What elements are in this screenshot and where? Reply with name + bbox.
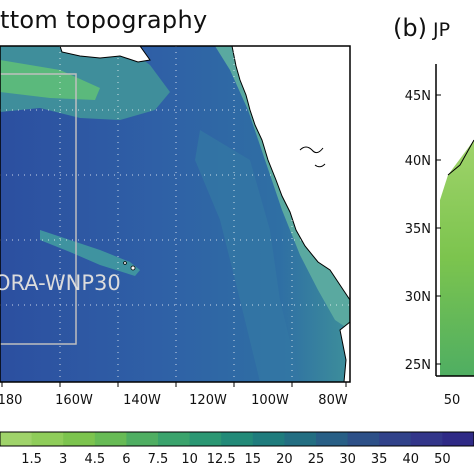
panel-a-title: ttom topography [0, 6, 208, 34]
colorbar-swatch [94, 432, 127, 446]
x-tick-label: 140W [123, 393, 161, 408]
graticule [0, 46, 350, 382]
colorbar-label: 12.5 [206, 452, 236, 467]
colorbar-swatch [316, 432, 349, 446]
y-tick-label: 35N [405, 222, 431, 237]
colorbar-swatch [379, 432, 412, 446]
colorbar-label: 1.5 [21, 452, 42, 467]
colorbar-swatch [158, 432, 191, 446]
colorbar-label: 50 [434, 452, 451, 467]
colorbar-swatch [63, 432, 96, 446]
panel-b-title: (b) JP [393, 14, 450, 42]
domain-box-label: ORA-WNP30 [0, 271, 121, 295]
y-tick-label: 40N [405, 154, 431, 169]
x-tick-label: 100W [251, 393, 289, 408]
y-tick-label: 45N [405, 89, 431, 104]
x-tick-label: 180 [0, 393, 22, 408]
colorbar-label: 7.5 [147, 452, 169, 467]
colorbar-label: 10 [181, 452, 198, 467]
alaska-land [59, 45, 151, 63]
panel-b-label: (b) [393, 14, 427, 42]
colorbar-swatch [0, 432, 33, 446]
panel-b-subtitle: JP [432, 19, 451, 41]
y-tick-label: 30N [405, 290, 431, 305]
colorbar-label: 3 [59, 452, 68, 467]
hawaiian-ridge [40, 230, 140, 276]
colorbar-swatch [442, 432, 474, 446]
colorbar-label: 20 [276, 452, 293, 467]
colorbar-swatch [410, 432, 443, 446]
x-tick-label: 120W [189, 393, 227, 408]
x-tick-label: 160W [55, 393, 93, 408]
colorbar-label: 25 [307, 452, 325, 467]
colorbar-label: 40 [402, 452, 420, 467]
panel-a-x-tickmarks [1, 382, 347, 387]
north-america-land [231, 45, 351, 302]
ridge-region [195, 130, 300, 382]
panel-b-coast [447, 139, 474, 176]
colorbar-swatch [252, 432, 285, 446]
colorbar-label: 30 [339, 452, 356, 467]
colorbar-label: 4.5 [84, 452, 106, 467]
colorbar-label: 35 [370, 452, 388, 467]
great-lakes [299, 146, 326, 168]
hawaii-island [123, 261, 127, 265]
colorbar-label: 15 [244, 452, 262, 467]
panel-a-map: ORA-WNP30 180 160W 140W 120W 100W 80W [0, 45, 351, 408]
x-tick-label: 80W [318, 393, 348, 408]
panel-b-y-tickmarks [436, 94, 441, 365]
domain-box [0, 73, 77, 345]
colorbar-swatch [31, 432, 64, 446]
colorbar-swatch [221, 432, 254, 446]
colorbar-swatch [189, 432, 222, 446]
colorbar-swatch [126, 432, 159, 446]
hawaii-island [130, 265, 136, 271]
colorbar-swatch [284, 432, 317, 446]
x-tick-label: 50 [444, 393, 461, 408]
colorbar-swatch [347, 432, 380, 446]
panel-a-frame [0, 45, 351, 383]
colorbar-frame [0, 431, 474, 447]
panel-b-map: 45N 40N 35N 30N 25N 50 [405, 64, 474, 408]
y-tick-label: 25N [405, 358, 431, 373]
colorbar [0, 431, 474, 447]
colorbar-label: 6 [122, 452, 131, 467]
bering-shelf [0, 60, 100, 100]
panel-b-sea [440, 140, 474, 376]
